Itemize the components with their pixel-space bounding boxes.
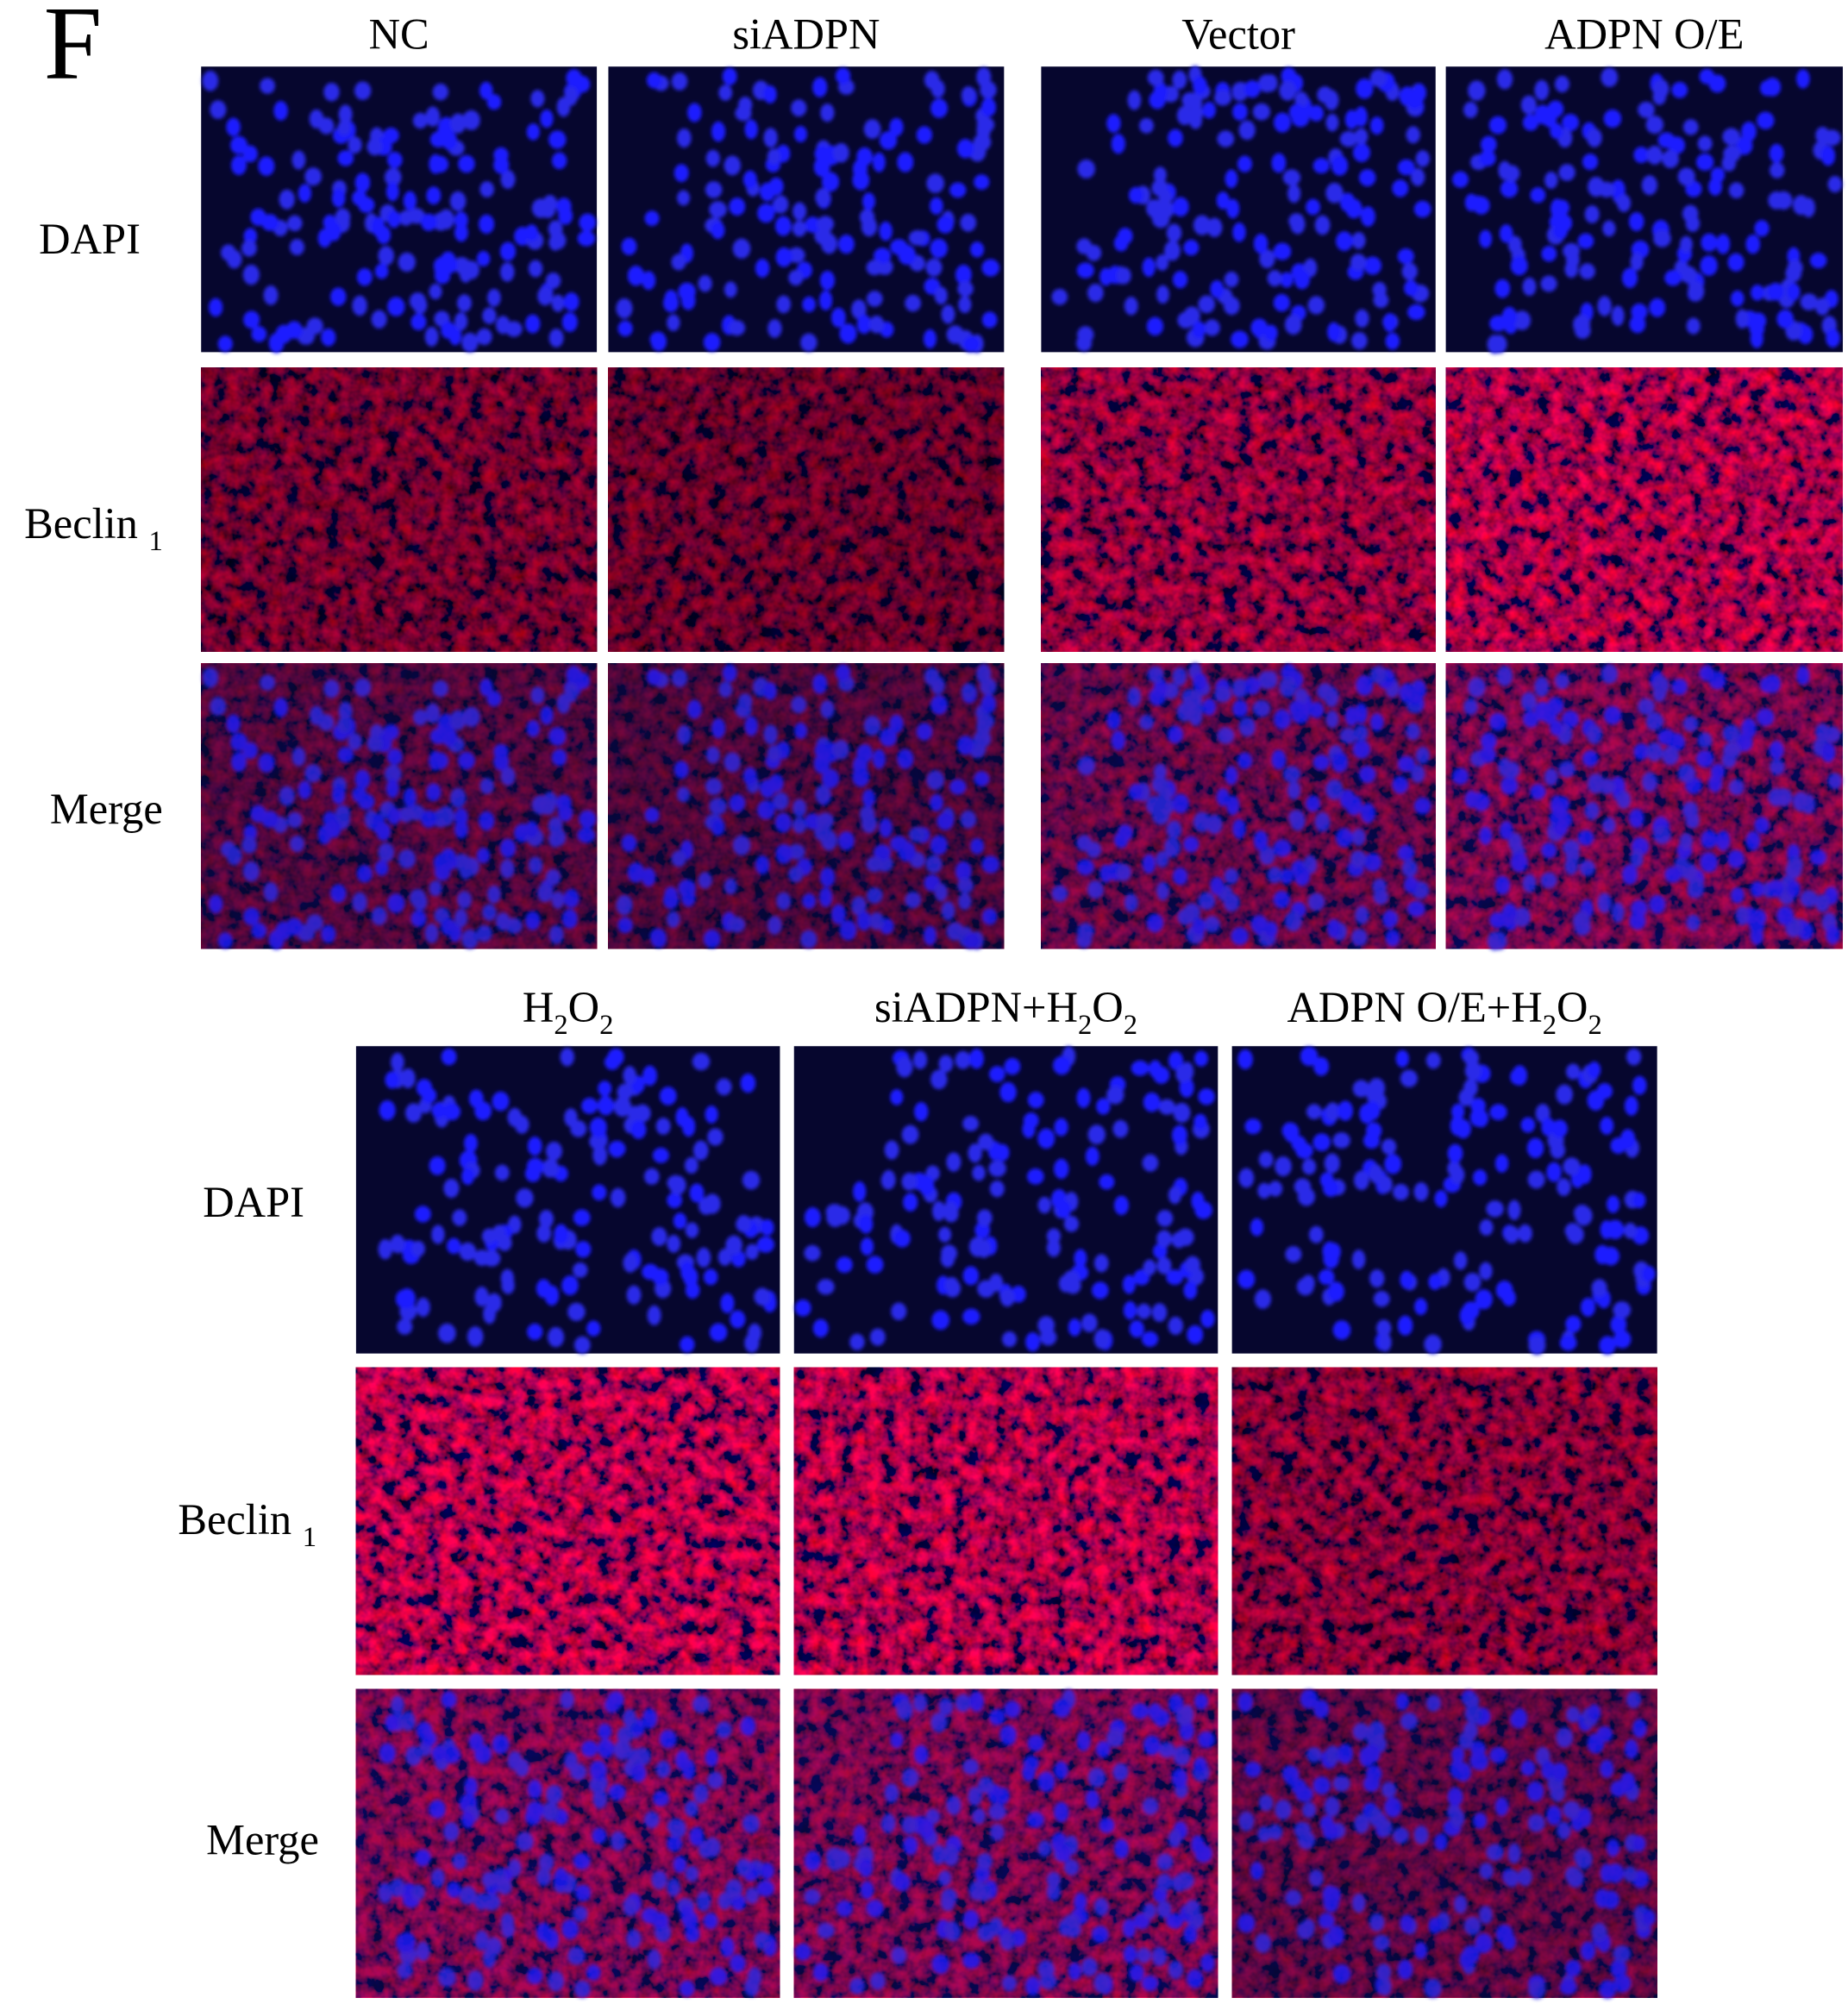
micrograph [1231,1367,1657,1675]
micrograph [1231,1046,1657,1356]
row-label: Merge [50,785,163,833]
row-label: Beclin 1 [178,1495,316,1553]
micrograph [793,1046,1218,1354]
row-label: DAPI [39,215,141,263]
micrograph [1041,367,1436,652]
micrograph [355,1046,780,1355]
column-label: ADPN O/E+H2O2 [1287,983,1601,1041]
micrograph [608,367,1005,652]
micrograph [793,1688,1218,1998]
micrograph [1445,663,1843,951]
micrograph [1445,66,1843,354]
micrograph [793,1367,1218,1675]
column-label: siADPN+H2O2 [874,983,1137,1041]
micrograph [1041,66,1436,353]
row-label: Beclin 1 [24,498,163,556]
column-label: NC [369,9,429,58]
column-label: siADPN [732,9,880,58]
column-label: ADPN O/E [1544,9,1744,58]
panel-letter: F [44,0,103,101]
micrograph [201,367,598,652]
row-label: Merge [206,1815,319,1863]
micrograph [201,66,598,354]
micrograph [201,663,598,950]
micrograph [355,1367,780,1675]
micrograph [608,663,1005,950]
row-label: DAPI [203,1177,304,1225]
micrograph [355,1688,780,1999]
micrograph [1445,367,1843,652]
column-label: Vector [1181,9,1295,58]
column-label: H2O2 [523,983,614,1041]
micrograph [1041,662,1436,949]
micrograph [608,66,1005,354]
micrograph [1231,1688,1657,2000]
